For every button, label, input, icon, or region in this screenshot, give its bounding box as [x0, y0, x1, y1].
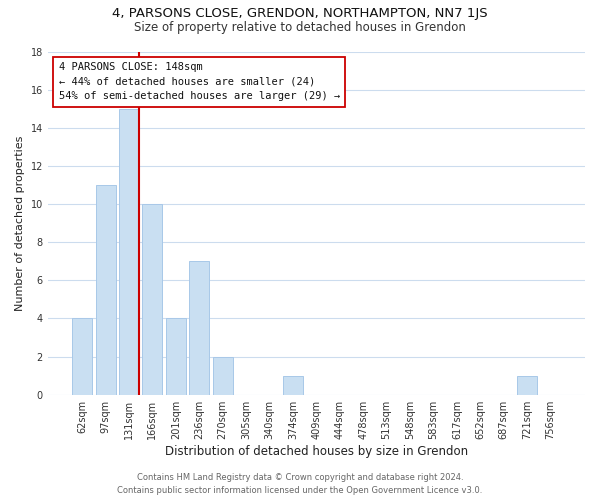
Text: 4 PARSONS CLOSE: 148sqm
← 44% of detached houses are smaller (24)
54% of semi-de: 4 PARSONS CLOSE: 148sqm ← 44% of detache…: [59, 62, 340, 102]
Bar: [283, 376, 303, 394]
Bar: [517, 376, 537, 394]
Y-axis label: Number of detached properties: Number of detached properties: [15, 136, 25, 311]
Text: Size of property relative to detached houses in Grendon: Size of property relative to detached ho…: [134, 21, 466, 34]
Bar: [72, 318, 92, 394]
Text: 4, PARSONS CLOSE, GRENDON, NORTHAMPTON, NN7 1JS: 4, PARSONS CLOSE, GRENDON, NORTHAMPTON, …: [112, 8, 488, 20]
Bar: [119, 108, 139, 395]
X-axis label: Distribution of detached houses by size in Grendon: Distribution of detached houses by size …: [165, 444, 468, 458]
Bar: [166, 318, 186, 394]
Bar: [190, 261, 209, 394]
Bar: [213, 356, 233, 395]
Text: Contains HM Land Registry data © Crown copyright and database right 2024.
Contai: Contains HM Land Registry data © Crown c…: [118, 474, 482, 495]
Bar: [95, 185, 116, 394]
Bar: [142, 204, 163, 394]
